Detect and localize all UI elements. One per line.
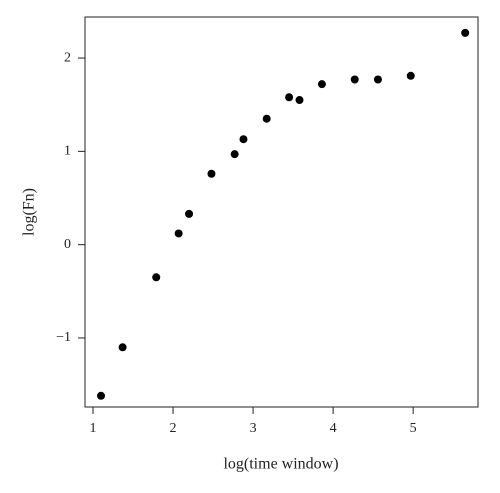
y-tick-label: 2 [64, 50, 71, 65]
point [185, 209, 194, 218]
point [118, 343, 127, 352]
point [461, 28, 470, 37]
y-axis-label: log(Fn) [21, 188, 38, 236]
point [317, 80, 326, 89]
y-tick-label: −1 [56, 330, 71, 345]
x-tick-label: 3 [250, 421, 257, 436]
x-tick-label: 5 [410, 421, 417, 436]
x-tick-label: 1 [90, 421, 97, 436]
point [373, 75, 382, 84]
point [174, 229, 183, 238]
point [285, 93, 294, 102]
point [350, 75, 359, 84]
x-tick-label: 2 [170, 421, 177, 436]
y-tick-label: 1 [64, 144, 71, 159]
x-axis-label: log(time window) [223, 456, 338, 473]
point [152, 273, 161, 282]
point [207, 169, 216, 178]
point [230, 150, 239, 159]
point [406, 71, 415, 80]
plot-frame [84, 16, 479, 408]
point [97, 391, 106, 400]
x-tick-label: 4 [330, 421, 337, 436]
y-tick-label: 0 [64, 237, 71, 252]
point [295, 96, 304, 105]
point [262, 114, 271, 123]
point [239, 135, 248, 144]
